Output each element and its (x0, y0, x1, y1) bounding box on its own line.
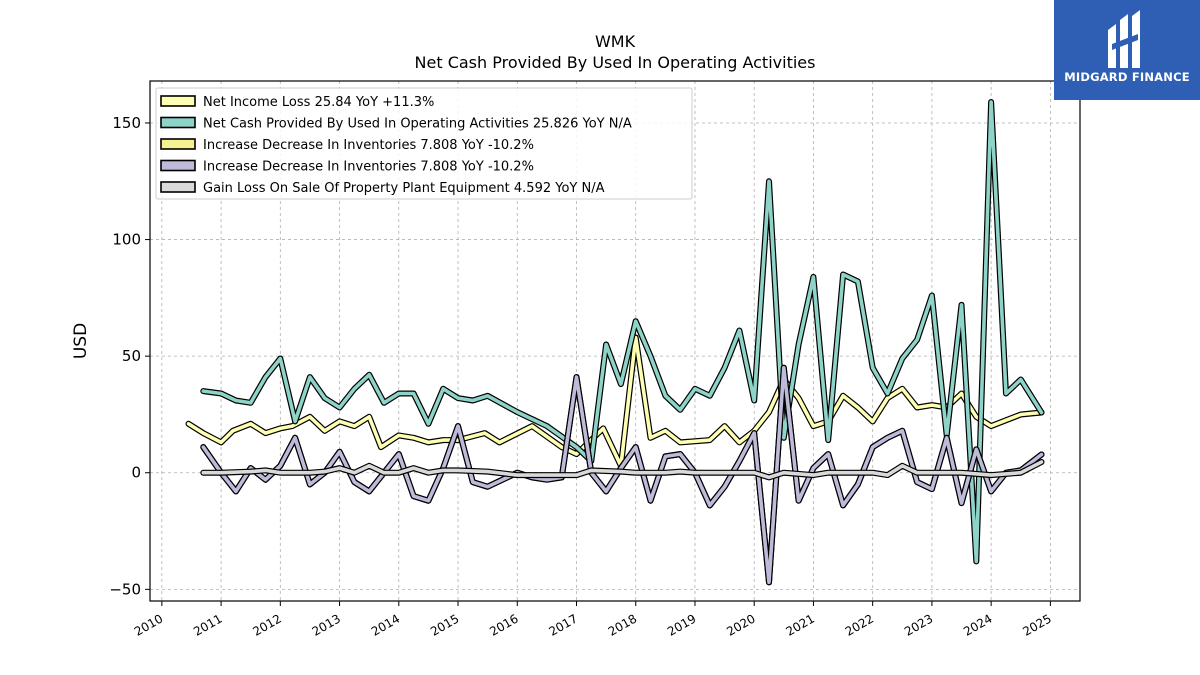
y-axis-label: USD (71, 323, 91, 359)
legend-swatch (160, 95, 196, 107)
plot-frame (149, 80, 1081, 602)
x-tick-label: 2010 (132, 611, 165, 638)
legend-swatch (160, 159, 196, 172)
legend-box (155, 87, 693, 200)
x-tick-label: 2021 (783, 611, 816, 638)
chart-title: WMK (595, 32, 636, 51)
y-tick-label: 100 (112, 231, 141, 249)
legend-item-4[interactable]: Increase Decrease In Inventories 7.808 Y… (160, 159, 534, 175)
series-group (185, 99, 1045, 586)
y-tick-label: 0 (131, 464, 141, 482)
x-tick-label: 2018 (606, 611, 639, 638)
x-tick-label: 2025 (1020, 611, 1053, 638)
legend-item-3[interactable]: Increase Decrease In Inventories 7.808 Y… (160, 138, 534, 153)
series-line-4 (200, 364, 1045, 586)
series-line-2 (200, 99, 1045, 565)
legend-swatch (160, 181, 196, 193)
legend-item-2[interactable]: Net Cash Provided By Used In Operating A… (160, 116, 632, 132)
x-tick-label: 2023 (902, 611, 935, 638)
legend[interactable]: Net Income Loss 25.84 YoY +11.3% Net Cash… (155, 87, 693, 200)
series-line-1 (185, 334, 1045, 469)
legend-item-5[interactable]: Gain Loss On Sale Of Property Plant Equi… (160, 181, 605, 196)
x-tick-label: 2013 (310, 611, 343, 638)
legend-label: Net Cash Provided By Used In Operating A… (203, 117, 632, 132)
y-tick-label: 50 (122, 347, 141, 365)
legend-label: Gain Loss On Sale Of Property Plant Equi… (203, 181, 605, 196)
x-tick-label: 2012 (250, 611, 283, 638)
y-tick-label: −50 (109, 580, 141, 598)
x-tick-label: 2016 (487, 611, 520, 638)
legend-swatch (160, 138, 196, 150)
y-axis: −50 0 50 100 150 (109, 114, 150, 598)
legend-item-1[interactable]: Net Income Loss 25.84 YoY +11.3% (160, 95, 434, 110)
x-tick-label: 2024 (961, 611, 994, 638)
legend-label: Net Income Loss 25.84 YoY +11.3% (203, 95, 434, 110)
x-tick-label: 2011 (191, 611, 224, 638)
x-tick-label: 2019 (665, 611, 698, 638)
x-tick-label: 2017 (547, 611, 580, 638)
x-tick-label: 2014 (369, 611, 402, 638)
x-tick-label: 2015 (428, 611, 461, 638)
chart-subtitle: Net Cash Provided By Used In Operating A… (415, 53, 816, 72)
x-axis: 2010 2011 2012 2013 2014 2015 2016 2017 2018 2019… (132, 601, 1054, 639)
x-tick-label: 2020 (724, 611, 757, 638)
series-line-5 (200, 459, 1045, 481)
legend-swatch (160, 116, 196, 129)
legend-label: Increase Decrease In Inventories 7.808 Y… (203, 160, 534, 175)
y-tick-label: 150 (112, 114, 141, 132)
midgard-logo-icon (1108, 10, 1140, 68)
brand-logo: MIDGARD FINANCE (1054, 0, 1200, 100)
brand-name: MIDGARD FINANCE (1064, 70, 1190, 84)
x-tick-label: 2022 (843, 611, 876, 638)
legend-label: Increase Decrease In Inventories 7.808 Y… (203, 138, 534, 153)
